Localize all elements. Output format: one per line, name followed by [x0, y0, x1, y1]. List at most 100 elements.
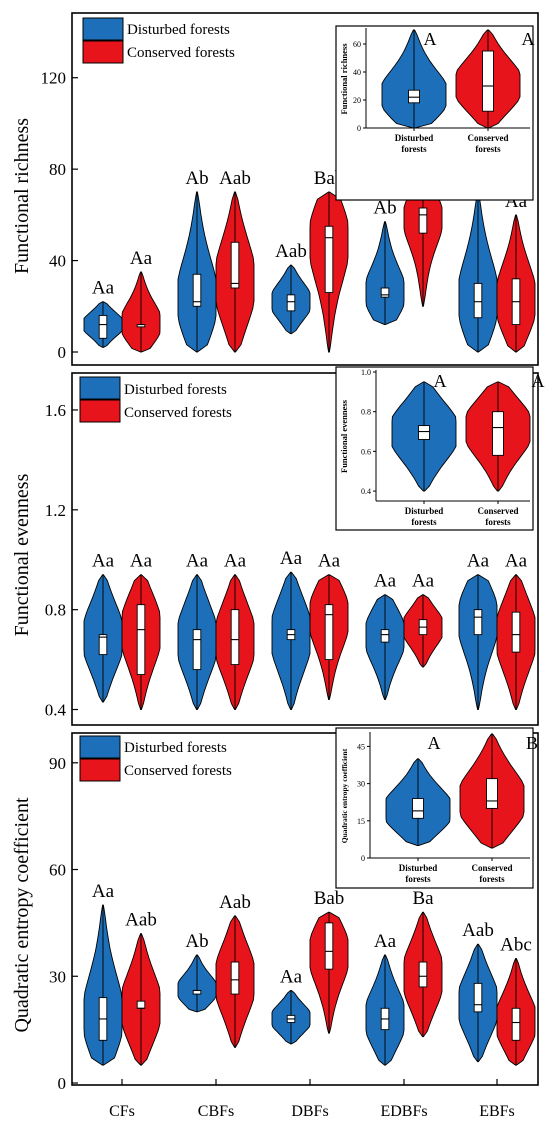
box-iqr: [324, 604, 334, 661]
significance-letter: Ab: [185, 168, 208, 189]
legend-swatch-conserved: [79, 758, 121, 782]
x-tick-label: CBFs: [198, 1103, 234, 1120]
significance-letter: Aab: [275, 241, 307, 262]
inset-x-tick-label: Disturbed: [405, 506, 444, 516]
y-tick-label: 60: [49, 861, 66, 880]
box-iqr: [98, 634, 108, 656]
significance-letter: Aab: [125, 910, 157, 931]
legend-swatch-disturbed: [82, 17, 124, 41]
y-tick-label: 90: [49, 754, 66, 773]
box-iqr: [486, 778, 498, 809]
y-tick-label: 0.4: [45, 701, 67, 720]
y-tick-label: 30: [49, 967, 66, 986]
inset: 0.4 0.6 0.8 1.0 Functional evenness A Disturbe…: [335, 366, 545, 531]
significance-letter: Aa: [280, 966, 303, 987]
x-tick-label: EBFs: [479, 1103, 515, 1120]
inset-y-tick-label: 40: [353, 68, 361, 77]
box-iqr: [380, 287, 390, 298]
inset-x-tick-label: Disturbed: [395, 133, 434, 143]
significance-letter: Aa: [467, 551, 490, 572]
x-tick-label: EDBFs: [380, 1103, 427, 1120]
legend-label-conserved: Conserved forests: [127, 45, 235, 61]
box-iqr: [380, 629, 390, 643]
significance-letter: Aa: [224, 551, 247, 572]
significance-letter: Aa: [186, 551, 209, 572]
legend-swatch-conserved: [79, 399, 121, 423]
legend: Disturbed forests Conserved forests: [82, 17, 235, 64]
box-iqr: [473, 609, 483, 636]
y-tick-label: 40: [49, 252, 66, 271]
y-tick-label: 0: [58, 343, 67, 362]
significance-letter: Bab: [314, 888, 345, 909]
box-iqr: [98, 314, 108, 339]
y-axis-label: Functional evenness: [11, 473, 33, 636]
inset-significance-letter: A: [434, 371, 447, 391]
inset-y-tick-label: 0.4: [361, 487, 371, 496]
x-tick-label: DBFs: [291, 1103, 328, 1120]
significance-letter: Abc: [500, 934, 532, 955]
significance-letter: Aa: [318, 551, 341, 572]
main-violins: AaAbAabAbAbAaAabBabBbAa: [83, 168, 536, 353]
box-iqr: [324, 922, 334, 970]
panel-frame: [71, 12, 539, 366]
box-iqr: [192, 273, 202, 307]
inset-plot: 0 15 30 45 Quadratic entropy coefficient A Dis…: [340, 732, 538, 884]
significance-letter: Ab: [373, 198, 396, 219]
inset-significance-letter: A: [424, 29, 437, 49]
inset-significance-letter: A: [428, 733, 441, 753]
y-tick-label: 0: [58, 1074, 67, 1093]
inset-y-axis-label: Functional evenness: [339, 399, 349, 473]
box-iqr: [136, 1000, 146, 1009]
significance-letter: Aa: [412, 571, 435, 592]
box-iqr: [230, 961, 240, 995]
inset-y-tick-label: 0: [361, 854, 365, 863]
box-iqr: [408, 89, 420, 104]
inset-y-axis-label: Functional richness: [339, 43, 349, 115]
y-tick-label: 0.8: [45, 601, 66, 620]
significance-letter: Ba: [412, 888, 434, 909]
inset-significance-letter: B: [526, 733, 538, 753]
inset-y-tick-label: 45: [357, 742, 365, 751]
significance-letter: Aa: [92, 278, 115, 299]
significance-letter: Aa: [92, 881, 115, 902]
inset-y-tick-label: 0.6: [361, 447, 371, 456]
significance-letter: Aa: [280, 548, 303, 569]
box-iqr: [324, 225, 334, 294]
box-iqr: [230, 609, 240, 666]
box-iqr: [230, 241, 240, 289]
inset-x-tick-label: Conserved: [478, 506, 519, 516]
inset-x-tick-label: forests: [485, 517, 511, 527]
box-iqr: [492, 411, 504, 456]
legend-swatch-disturbed: [79, 376, 121, 400]
significance-letter: Aa: [374, 571, 397, 592]
y-axis-label: Functional richness: [11, 118, 33, 274]
inset-y-tick-label: 30: [357, 780, 365, 789]
legend-label-disturbed: Disturbed forests: [127, 22, 230, 38]
inset-significance-letter: A: [522, 29, 535, 49]
y-tick-label: 1.2: [45, 501, 66, 520]
legend: Disturbed forests Conserved forests: [79, 376, 232, 423]
main-axes: Quadratic entropy coefficient 0 30 60 90: [11, 754, 498, 1093]
box-iqr: [136, 604, 146, 676]
inset-x-tick-label: forests: [479, 874, 505, 884]
box-iqr: [192, 629, 202, 671]
box-iqr: [482, 50, 494, 112]
significance-letter: Aa: [130, 248, 153, 269]
y-tick-label: 80: [49, 160, 66, 179]
panel-frame: [71, 372, 539, 726]
inset-x-tick-label: forests: [475, 144, 501, 154]
box-iqr: [473, 282, 483, 319]
y-tick-label: 1.6: [45, 401, 66, 420]
main-axes: Functional richness 0 40 80 120: [11, 69, 78, 362]
inset-y-tick-label: 1.0: [361, 368, 371, 377]
box-iqr: [418, 961, 428, 988]
legend: Disturbed forests Conserved forests: [79, 735, 232, 782]
significance-letter: Aa: [92, 551, 115, 572]
inset-y-tick-label: 60: [353, 40, 361, 49]
legend-label-disturbed: Disturbed forests: [124, 382, 227, 398]
inset-x-tick-label: forests: [401, 144, 427, 154]
y-tick-label: 120: [41, 69, 67, 88]
